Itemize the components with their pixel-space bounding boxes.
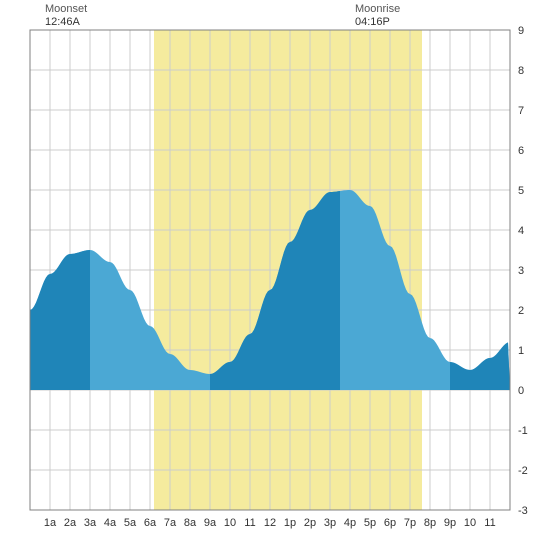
tide-chart: -3-2-101234567891a2a3a4a5a6a7a8a9a101112… [0, 0, 550, 550]
y-tick-label: 3 [518, 265, 524, 277]
moonrise-label: Moonrise [355, 3, 400, 15]
y-tick-label: -2 [518, 465, 528, 477]
y-tick-label: 0 [518, 385, 524, 397]
y-tick-label: 2 [518, 305, 524, 317]
x-tick-label: 9p [444, 517, 456, 529]
y-tick-label: -3 [518, 505, 528, 517]
moonset-label: Moonset [45, 3, 87, 15]
x-tick-label: 4a [104, 517, 117, 529]
x-tick-label: 8a [184, 517, 197, 529]
moonrise-label-value: 04:16P [355, 16, 390, 28]
x-tick-label: 8p [424, 517, 436, 529]
y-tick-label: 6 [518, 145, 524, 157]
y-tick-label: 8 [518, 65, 524, 77]
x-tick-label: 7a [164, 517, 177, 529]
x-tick-label: 2p [304, 517, 316, 529]
y-tick-label: 7 [518, 105, 524, 117]
x-tick-label: 1a [44, 517, 57, 529]
x-tick-label: 6a [144, 517, 157, 529]
x-tick-label: 4p [344, 517, 356, 529]
y-tick-label: 4 [518, 225, 524, 237]
x-tick-label: 6p [384, 517, 396, 529]
x-tick-label: 7p [404, 517, 416, 529]
x-tick-label: 10 [464, 517, 476, 529]
x-tick-label: 5a [124, 517, 137, 529]
y-tick-label: 5 [518, 185, 524, 197]
x-tick-label: 3a [84, 517, 97, 529]
y-tick-label: 1 [518, 345, 524, 357]
y-tick-label: -1 [518, 425, 528, 437]
chart-svg: -3-2-101234567891a2a3a4a5a6a7a8a9a101112… [0, 0, 550, 550]
x-tick-label: 11 [484, 517, 495, 529]
y-tick-label: 9 [518, 25, 524, 37]
x-tick-label: 1p [284, 517, 296, 529]
x-tick-label: 9a [204, 517, 217, 529]
x-tick-label: 2a [64, 517, 77, 529]
x-tick-label: 10 [224, 517, 236, 529]
moonset-label-value: 12:46A [45, 16, 81, 28]
x-tick-label: 11 [244, 517, 255, 529]
x-tick-label: 3p [324, 517, 336, 529]
x-tick-label: 5p [364, 517, 376, 529]
x-tick-label: 12 [264, 517, 276, 529]
